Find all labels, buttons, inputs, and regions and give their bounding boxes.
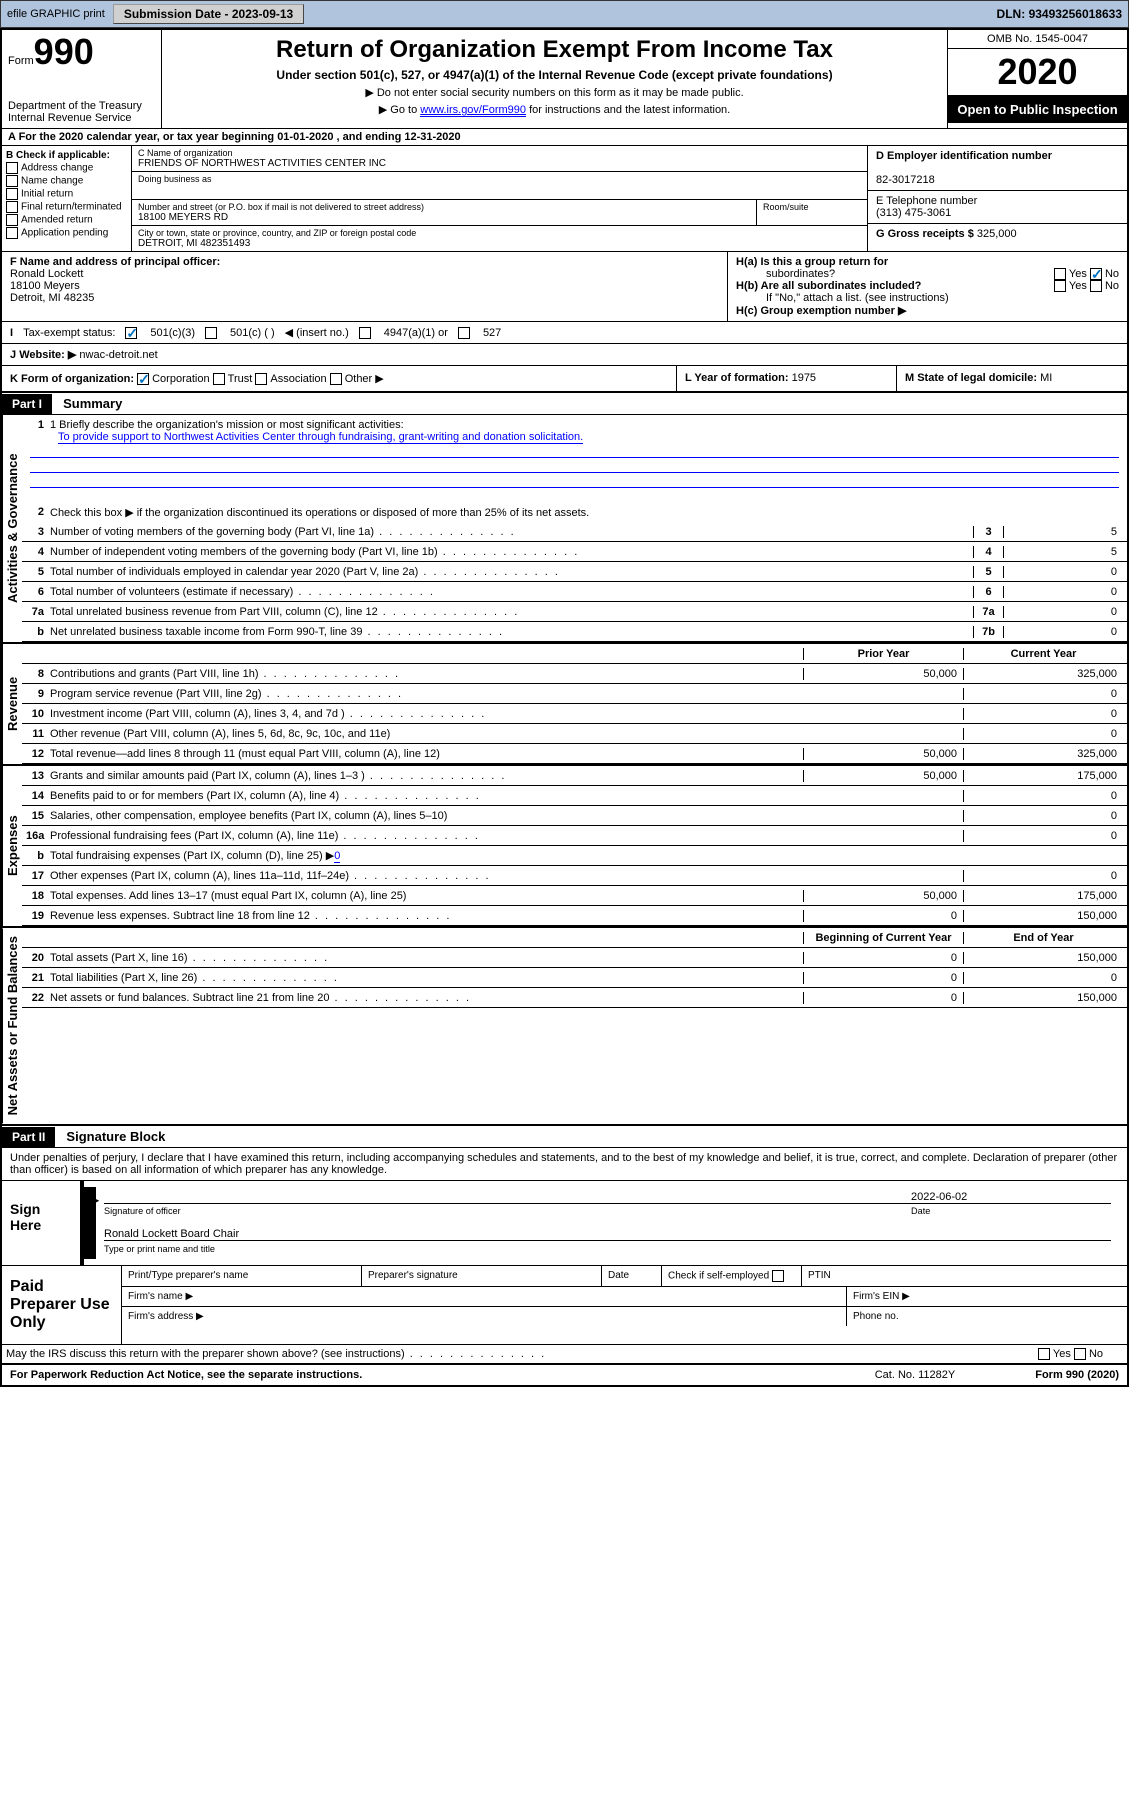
chk-corp[interactable] — [137, 373, 149, 385]
chk-discuss-no[interactable] — [1074, 1348, 1086, 1360]
website-row: J Website: ▶ nwac-detroit.net — [2, 344, 1127, 366]
chk-501c3[interactable] — [125, 327, 137, 339]
city-cell: City or town, state or province, country… — [132, 226, 867, 251]
dba-cell: Doing business as — [132, 172, 867, 200]
expenses-label: Expenses — [2, 766, 22, 926]
website: nwac-detroit.net — [79, 349, 157, 361]
governance-label: Activities & Governance — [2, 415, 22, 642]
org-name-cell: C Name of organization FRIENDS OF NORTHW… — [132, 146, 867, 172]
row-a-taxyear: A For the 2020 calendar year, or tax yea… — [2, 129, 1127, 146]
year-formation: L Year of formation: 1975 — [677, 366, 897, 391]
sign-here-label: Sign Here — [2, 1181, 82, 1265]
chk-trust[interactable] — [213, 373, 225, 385]
chk-527[interactable] — [458, 327, 470, 339]
org-name: FRIENDS OF NORTHWEST ACTIVITIES CENTER I… — [138, 158, 386, 169]
street: 18100 MEYERS RD — [138, 212, 228, 223]
chk-amended[interactable]: Amended return — [6, 214, 127, 226]
chk-initial-return[interactable]: Initial return — [6, 188, 127, 200]
netassets-label: Net Assets or Fund Balances — [2, 928, 22, 1123]
chk-ha-yes[interactable] — [1054, 268, 1066, 280]
chk-other[interactable] — [330, 373, 342, 385]
part2-header: Part II — [2, 1127, 55, 1147]
form-note-ssn: ▶ Do not enter social security numbers o… — [172, 86, 937, 99]
principal-officer: F Name and address of principal officer:… — [2, 252, 727, 321]
street-cell: Number and street (or P.O. box if mail i… — [132, 200, 757, 225]
paid-preparer-label: Paid Preparer Use Only — [2, 1266, 122, 1344]
chk-hb-yes[interactable] — [1054, 280, 1066, 292]
state-domicile: M State of legal domicile: MI — [897, 366, 1127, 391]
group-return: H(a) Is this a group return for subordin… — [727, 252, 1127, 321]
page-footer: For Paperwork Reduction Act Notice, see … — [2, 1365, 1127, 1385]
chk-self-employed[interactable] — [772, 1270, 784, 1282]
dept-treasury: Department of the Treasury Internal Reve… — [8, 100, 155, 124]
open-inspection: Open to Public Inspection — [948, 96, 1127, 123]
part1-header: Part I — [2, 394, 52, 414]
part2-title: Signature Block — [58, 1126, 173, 1147]
dln: DLN: 93493256018633 — [997, 7, 1122, 21]
tax-exempt-status: I Tax-exempt status: 501(c)(3) 501(c) ( … — [2, 322, 1127, 344]
chk-501c[interactable] — [205, 327, 217, 339]
officer-name: Ronald Lockett Board Chair — [104, 1228, 239, 1240]
ein: 82-3017218 — [876, 174, 935, 186]
city: DETROIT, MI 482351493 — [138, 238, 250, 249]
form-note-link: ▶ Go to www.irs.gov/Form990 for instruct… — [172, 103, 937, 116]
chk-application[interactable]: Application pending — [6, 227, 127, 239]
irs-link[interactable]: www.irs.gov/Form990 — [420, 104, 526, 117]
revenue-label: Revenue — [2, 644, 22, 764]
chk-assoc[interactable] — [255, 373, 267, 385]
form-title: Return of Organization Exempt From Incom… — [172, 36, 937, 64]
chk-ha-no[interactable] — [1090, 268, 1102, 280]
chk-4947[interactable] — [359, 327, 371, 339]
toolbar: efile GRAPHIC print Submission Date - 20… — [0, 0, 1129, 28]
submission-button[interactable]: Submission Date - 2023-09-13 — [113, 4, 304, 24]
tax-year: 2020 — [948, 49, 1127, 96]
gross-receipts: G Gross receipts $ 325,000 — [868, 224, 1127, 244]
room-suite: Room/suite — [757, 200, 867, 225]
form-number: 990 — [34, 31, 94, 72]
chk-final-return[interactable]: Final return/terminated — [6, 201, 127, 213]
form-subtitle: Under section 501(c), 527, or 4947(a)(1)… — [172, 68, 937, 82]
ein-cell: D Employer identification number 82-3017… — [868, 146, 1127, 191]
chk-name-change[interactable]: Name change — [6, 175, 127, 187]
chk-hb-no[interactable] — [1090, 280, 1102, 292]
form-word: Form — [8, 55, 34, 67]
col-b-checkboxes: B Check if applicable: Address change Na… — [2, 146, 132, 251]
perjury-statement: Under penalties of perjury, I declare th… — [2, 1148, 1127, 1181]
form-page: Form990 Department of the Treasury Inter… — [0, 28, 1129, 1387]
efile-label: efile GRAPHIC print — [7, 8, 105, 20]
form-of-org: K Form of organization: Corporation Trus… — [2, 366, 677, 391]
part1-title: Summary — [55, 393, 130, 414]
form-header: Form990 Department of the Treasury Inter… — [2, 30, 1127, 129]
mission: To provide support to Northwest Activiti… — [58, 431, 583, 444]
telephone: (313) 475-3061 — [876, 207, 951, 219]
omb-number: OMB No. 1545-0047 — [948, 30, 1127, 49]
telephone-cell: E Telephone number (313) 475-3061 — [868, 191, 1127, 224]
chk-address-change[interactable]: Address change — [6, 162, 127, 174]
chk-discuss-yes[interactable] — [1038, 1348, 1050, 1360]
